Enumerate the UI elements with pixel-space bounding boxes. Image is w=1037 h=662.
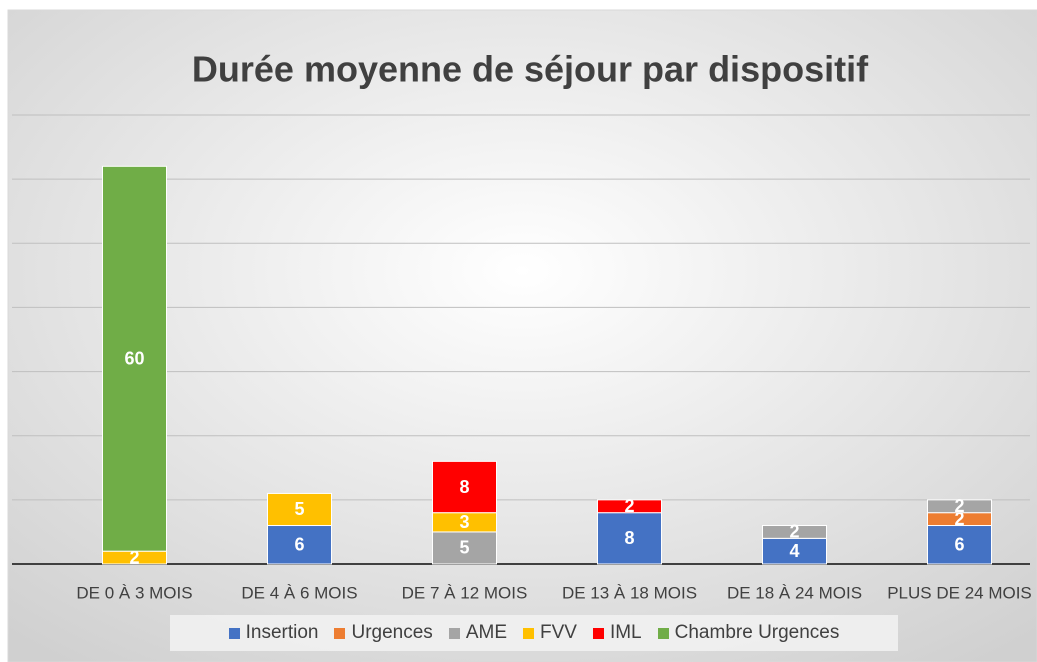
legend-item: Insertion	[228, 622, 319, 644]
x-tick-label: DE 4 À 6 MOIS	[241, 583, 357, 602]
data-label: 4	[789, 541, 799, 561]
legend-item: FVV	[523, 622, 577, 644]
bar-segment	[267, 525, 332, 565]
bar-segment	[102, 165, 167, 552]
legend-item: IML	[592, 622, 642, 644]
data-label: 2	[954, 509, 964, 529]
legend-label: Chambre Urgences	[674, 622, 840, 643]
data-label: 5	[294, 499, 304, 519]
data-label: 2	[954, 496, 964, 516]
data-label: 2	[129, 547, 139, 567]
legend-swatch	[228, 627, 240, 639]
legend-swatch	[448, 627, 460, 639]
legend-swatch	[657, 627, 669, 639]
legend-label: AME	[465, 622, 507, 643]
legend-label: Insertion	[245, 622, 319, 643]
legend-swatch	[334, 627, 346, 639]
data-label: 6	[294, 535, 304, 555]
chart-title: Durée moyenne de séjour par dispositif	[192, 49, 869, 90]
x-tick-label: DE 7 À 12 MOIS	[402, 583, 528, 602]
x-tick-label: DE 0 À 3 MOIS	[76, 583, 192, 602]
legend-item: Urgences	[334, 622, 433, 644]
legend: Insertion Urgences AME FVV IML Chambre Urgenc…	[170, 615, 898, 651]
bar-segment	[762, 537, 827, 565]
x-tick-label: PLUS DE 24 MOIS	[887, 583, 1032, 602]
legend-swatch	[592, 627, 604, 639]
legend-swatch	[523, 627, 534, 639]
background	[7, 9, 1037, 662]
data-label: 3	[459, 512, 469, 532]
bar-segment	[267, 492, 332, 527]
bar-segment	[432, 460, 497, 514]
legend-label: IML	[609, 622, 642, 643]
legend-label: Urgences	[351, 622, 433, 643]
data-label: 8	[624, 528, 634, 548]
data-label: 6	[954, 535, 964, 555]
data-label: 5	[459, 538, 469, 558]
bar-segment	[927, 525, 992, 565]
legend-item: Chambre Urgences	[657, 622, 840, 644]
data-label: 60	[124, 348, 144, 368]
bar-segment	[597, 499, 662, 514]
data-label: 2	[624, 496, 634, 516]
data-label: 2	[789, 522, 799, 542]
bar-segment	[927, 499, 992, 514]
legend-label: FVV	[540, 622, 577, 643]
bar-segment	[432, 531, 497, 565]
bar-segment	[762, 525, 827, 539]
legend-item: AME	[448, 622, 507, 644]
x-tick-label: DE 13 À 18 MOIS	[562, 583, 697, 602]
bar-segment	[597, 512, 662, 565]
x-tick-label: DE 18 À 24 MOIS	[727, 583, 862, 602]
data-label: 8	[459, 477, 469, 497]
